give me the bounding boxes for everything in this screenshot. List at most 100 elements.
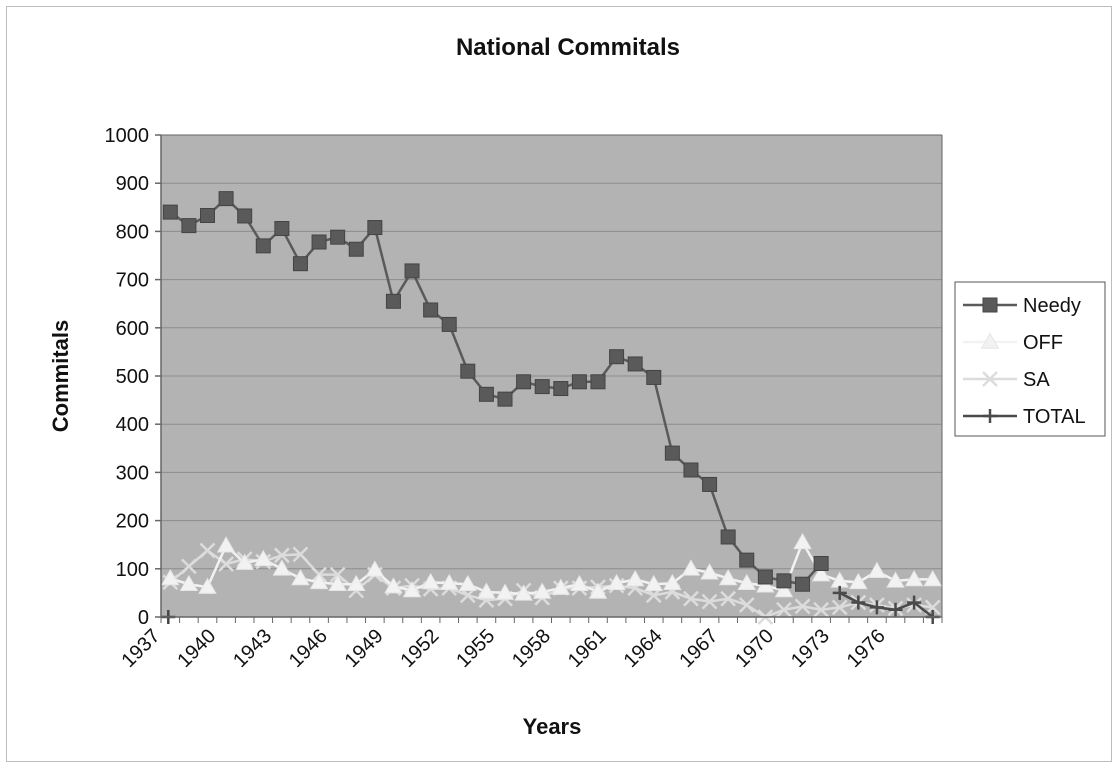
data-point-needy <box>218 191 234 207</box>
legend-marker <box>980 332 1000 349</box>
data-point-needy <box>553 381 569 397</box>
data-point-sa <box>813 601 830 618</box>
data-point-sa <box>720 590 737 607</box>
data-point-total <box>907 595 922 610</box>
data-point-off <box>904 569 924 587</box>
data-point-total <box>832 585 847 600</box>
data-point-off <box>272 559 292 576</box>
data-point-off <box>793 532 812 550</box>
x-tick-label: 1946 <box>285 625 332 672</box>
data-point-needy <box>757 569 773 585</box>
x-axis-title: Years <box>523 714 582 739</box>
data-point-off <box>756 576 775 593</box>
data-point-off <box>625 569 645 587</box>
data-point-sa <box>701 593 718 610</box>
data-point-off <box>570 574 589 592</box>
data-point-needy <box>162 204 178 220</box>
data-point-off <box>402 581 422 598</box>
data-point-off <box>198 577 217 594</box>
data-point-off <box>849 572 868 590</box>
data-point-needy <box>330 229 346 245</box>
y-tick-label: 700 <box>116 270 149 292</box>
data-point-off <box>495 583 515 600</box>
data-point-needy <box>795 576 811 592</box>
data-point-off <box>216 536 236 553</box>
data-point-off <box>811 565 831 582</box>
data-point-off <box>923 569 942 587</box>
data-point-needy <box>237 208 253 224</box>
data-point-off <box>421 572 440 590</box>
x-tick-label: 1958 <box>508 625 555 672</box>
y-axis-title: Commitals <box>48 320 73 432</box>
data-point-needy <box>348 241 364 257</box>
data-point-off <box>439 573 459 591</box>
legend-item-total: TOTAL <box>963 406 1086 428</box>
y-tick-label: 0 <box>138 607 149 629</box>
data-point-off <box>384 577 403 594</box>
legend-label: OFF <box>1023 332 1063 354</box>
legend-label: Needy <box>1023 295 1081 317</box>
data-point-sa <box>738 597 755 613</box>
legend-item-needy: Needy <box>963 295 1081 317</box>
y-tick-label: 300 <box>116 462 149 484</box>
data-point-off <box>886 571 905 588</box>
data-point-needy <box>478 386 494 402</box>
data-point-sa <box>794 598 811 615</box>
data-point-off <box>254 549 273 566</box>
data-point-total <box>888 602 903 617</box>
data-point-needy <box>274 221 290 237</box>
data-point-off <box>291 569 310 586</box>
data-point-off <box>346 574 366 592</box>
data-point-sa <box>181 558 197 575</box>
data-point-sa <box>329 566 346 583</box>
data-point-needy <box>367 220 383 236</box>
x-tick-label: 1967 <box>675 625 722 672</box>
data-point-off <box>644 574 664 592</box>
data-point-sa <box>683 590 699 607</box>
x-tick-label: 1970 <box>731 625 778 672</box>
data-point-needy <box>516 374 532 390</box>
x-axis-ticks: 1937 1940 1943 1946 1949 1952 1955 1958 1961 1964… <box>118 617 943 672</box>
data-point-off <box>514 584 533 601</box>
legend-label: SA <box>1023 369 1050 391</box>
data-point-off <box>161 569 180 586</box>
data-point-needy <box>441 316 457 332</box>
legend-item-sa: SA <box>963 369 1050 391</box>
data-point-sa <box>776 601 792 618</box>
data-point-needy <box>739 552 755 568</box>
legend: Needy OFF SA TOTAL <box>954 281 1106 437</box>
data-point-sa <box>199 542 216 559</box>
x-tick-label: 1961 <box>564 625 611 672</box>
data-point-needy <box>683 462 699 478</box>
data-point-off <box>718 569 738 586</box>
y-axis-ticks: 0 100 200 300 400 500 600 700 800 900 1000 <box>105 125 161 629</box>
series-needy <box>162 191 829 592</box>
data-point-off <box>588 582 608 599</box>
data-point-off <box>774 581 794 598</box>
data-point-needy <box>181 218 197 234</box>
y-tick-label: 600 <box>116 318 149 340</box>
data-point-needy <box>311 234 327 250</box>
legend-label: TOTAL <box>1023 406 1086 428</box>
data-point-needy <box>571 374 587 390</box>
x-tick-label: 1949 <box>341 625 388 672</box>
y-tick-label: 400 <box>116 414 149 436</box>
data-point-needy <box>646 369 662 385</box>
y-tick-label: 800 <box>116 221 149 243</box>
series-layer <box>161 191 942 625</box>
data-point-needy <box>590 374 606 390</box>
data-point-off <box>477 582 496 599</box>
data-point-needy <box>664 445 680 461</box>
data-point-total <box>869 600 884 615</box>
gridlines <box>161 134 943 617</box>
y-tick-label: 1000 <box>105 125 150 147</box>
data-point-needy <box>404 263 420 279</box>
data-point-needy <box>199 207 215 223</box>
x-tick-label: 1964 <box>620 625 667 672</box>
data-point-off <box>365 560 385 577</box>
data-point-total <box>851 595 866 610</box>
data-point-off <box>551 578 571 595</box>
x-tick-label: 1952 <box>396 625 443 672</box>
data-point-needy <box>385 293 401 309</box>
series-line-total <box>839 591 934 618</box>
